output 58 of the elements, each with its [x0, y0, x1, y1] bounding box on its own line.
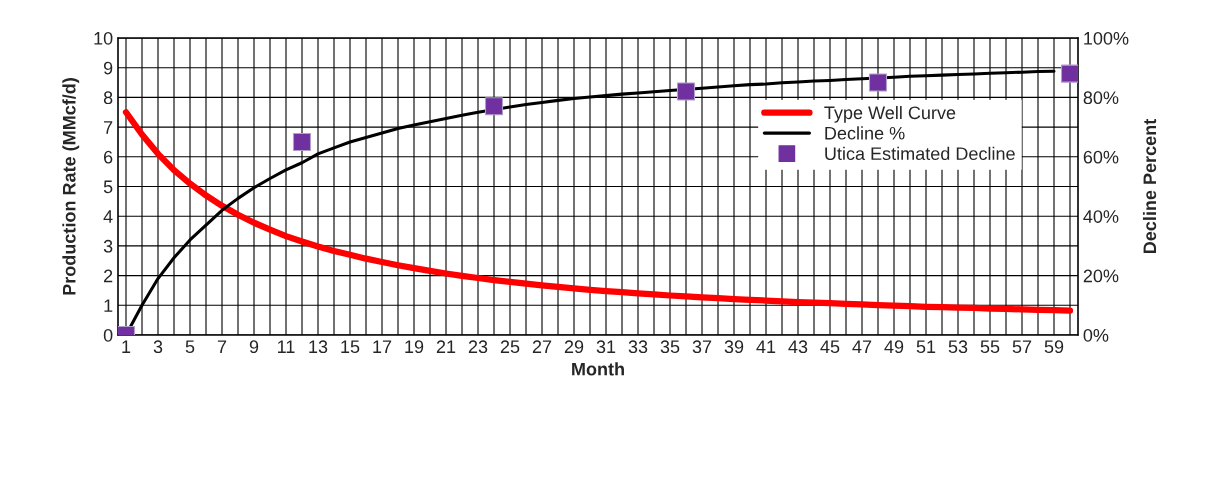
x-tick-label: 39 [724, 340, 744, 354]
y-tick-label: 0 [103, 328, 113, 342]
y-tick-label: 2 [104, 269, 113, 283]
y2-tick-label: 40% [1083, 210, 1119, 223]
legend-label: Utica Estimated Decline [825, 146, 1015, 161]
x-tick-label: 7 [217, 340, 227, 353]
x-tick-label: 57 [1012, 340, 1032, 354]
point [292, 132, 312, 152]
y-tick-label: 7 [104, 121, 113, 134]
y2-tick-label: 60% [1083, 150, 1119, 164]
y2-tick-label: 100% [1084, 31, 1129, 45]
x-tick-label: 13 [309, 340, 328, 354]
x-tick-label: 25 [500, 340, 520, 354]
x-tick-label: 1 [122, 340, 131, 353]
y-tick-label: 6 [104, 150, 113, 164]
x-tick-label: 31 [596, 340, 616, 354]
x-tick-label: 45 [820, 340, 840, 354]
x-tick-label: 47 [852, 340, 872, 353]
x-tick-label: 27 [532, 340, 552, 353]
legend-label: Type Well Curve [824, 105, 956, 123]
y-tick-label: 8 [103, 91, 113, 105]
y-tick-label: 10 [94, 31, 113, 45]
x-tick-label: 51 [916, 340, 936, 354]
y-tick-label: 9 [103, 61, 113, 75]
x-tick-label: 5 [185, 340, 195, 354]
y-tick-label: 5 [103, 180, 113, 194]
x-axis-title: Month [572, 362, 624, 376]
y-tick-label: 1 [104, 299, 113, 312]
x-tick-label: 29 [564, 340, 584, 354]
x-tick-label: 59 [1044, 340, 1064, 354]
x-tick-label: 3 [153, 340, 163, 354]
x-tick-label: 15 [341, 340, 360, 354]
point [868, 73, 888, 92]
y2-tick-label: 0% [1083, 328, 1109, 342]
x-tick-label: 19 [405, 340, 424, 354]
x-tick-label: 49 [884, 340, 904, 354]
y-tick-label: 3 [103, 239, 113, 253]
y-tick-label: 4 [103, 210, 113, 223]
y-axis-title: Production Rate (MMcf/d) [62, 78, 80, 295]
legend-label: Decline % [825, 126, 905, 140]
y2-axis-title: Decline Percent [1142, 118, 1157, 254]
x-tick-label: 37 [692, 340, 712, 354]
point [484, 97, 504, 116]
x-tick-label: 35 [660, 340, 680, 354]
x-tick-label: 23 [468, 340, 488, 354]
x-tick-label: 9 [249, 340, 259, 354]
x-tick-label: 21 [436, 340, 456, 353]
x-tick-label: 43 [788, 340, 808, 354]
y2-tick-label: 80% [1083, 91, 1119, 105]
x-tick-label: 11 [278, 340, 295, 353]
x-tick-label: 55 [980, 340, 1000, 354]
x-tick-label: 33 [628, 340, 648, 354]
x-tick-label: 17 [373, 340, 392, 353]
point [1060, 64, 1078, 83]
x-tick-label: 53 [948, 340, 968, 354]
point [676, 82, 696, 101]
x-tick-label: 41 [756, 340, 776, 353]
y2-tick-label: 20% [1083, 269, 1119, 283]
